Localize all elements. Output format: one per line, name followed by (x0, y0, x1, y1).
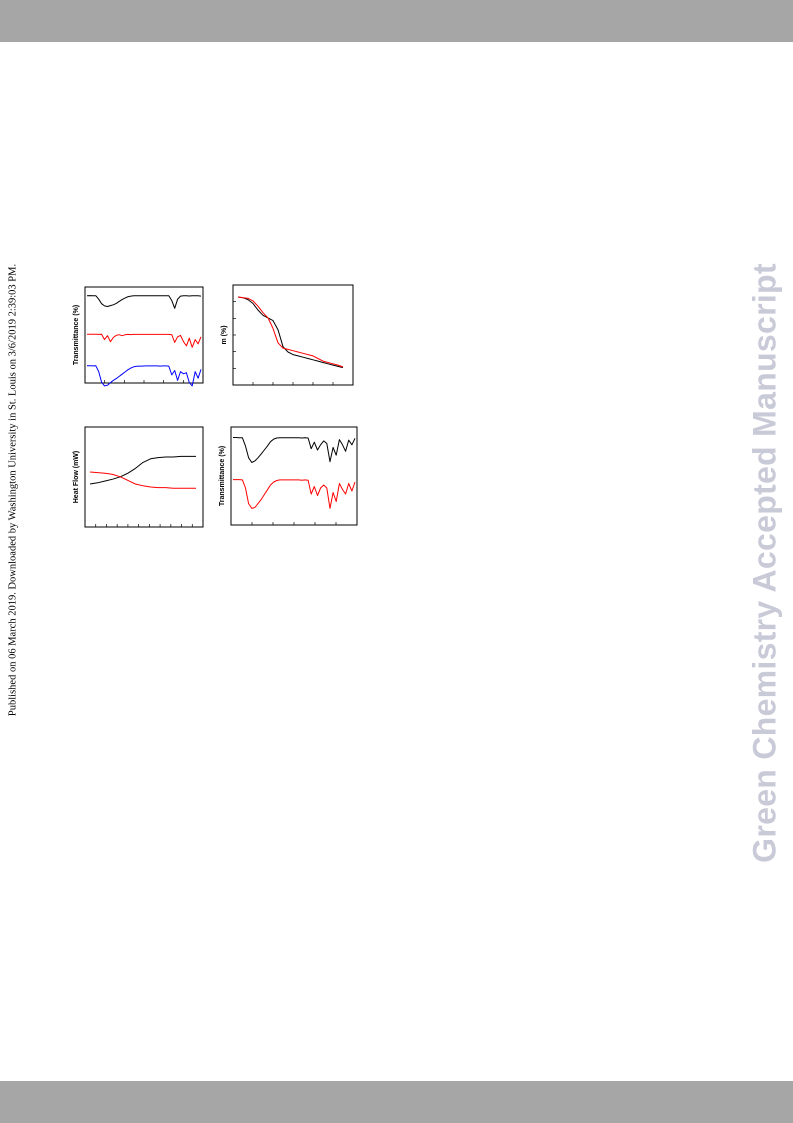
series-line-1 (237, 296, 344, 369)
series-line-2 (237, 296, 344, 368)
publication-note: Published on 06 March 2019. Downloaded b… (7, 263, 19, 717)
header-bar (0, 0, 793, 42)
y-axis-label: m (%) (221, 325, 228, 344)
plot-frame (230, 426, 358, 526)
plot-frame (84, 286, 204, 384)
series-line-1 (89, 455, 196, 485)
chart-panel-1: Transmittance (%) (73, 286, 204, 387)
footer-bar (0, 1081, 793, 1123)
chart-panel-3: Heat Flow (mW) (73, 426, 204, 528)
series-line-3 (87, 365, 202, 387)
chart-panel-2: m (%) (221, 284, 354, 386)
y-axis-label: Heat Flow (mW) (73, 451, 80, 504)
series-line-1 (233, 437, 356, 463)
series-line-1 (86, 295, 202, 309)
y-axis-label: Transmittance (%) (73, 305, 80, 365)
plot-frame (84, 426, 204, 528)
series-line-2 (89, 471, 196, 489)
figure: Transmittance (%) m (%) Heat Flow (mW) Tran… (55, 275, 375, 540)
series-line-2 (87, 333, 202, 348)
figure-svg: Transmittance (%) m (%) Heat Flow (mW) Tran… (73, 284, 358, 528)
accepted-manuscript-watermark: Green Chemistry Accepted Manuscript (746, 263, 783, 863)
y-axis-label: Transmittance (%) (219, 446, 226, 506)
series-line-2 (233, 479, 356, 509)
chart-panel-4: Transmittance (%) (219, 426, 358, 526)
